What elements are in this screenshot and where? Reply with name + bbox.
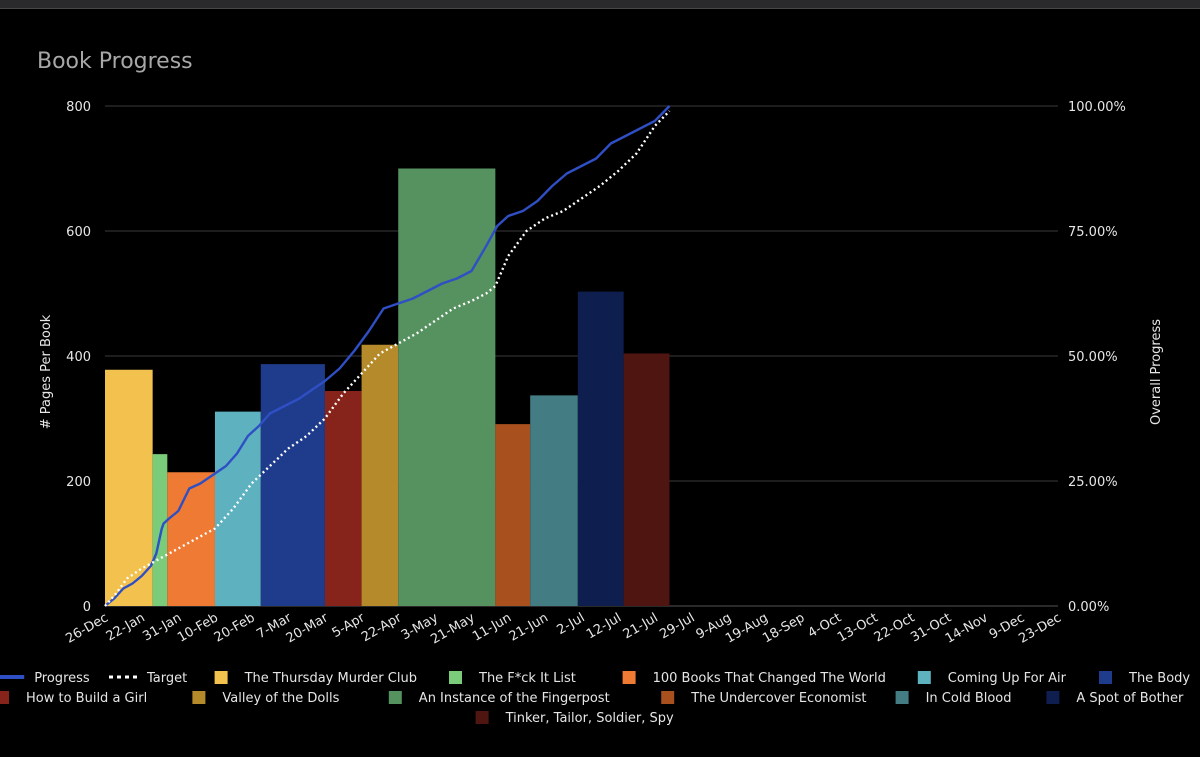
y-tick-label: 400 — [66, 350, 91, 365]
left-axis-ticks: 0 200 400 600 800 — [66, 100, 91, 615]
x-tick-label: 13-Oct — [835, 610, 881, 645]
y2-tick-label: 75.00% — [1068, 225, 1118, 240]
y-axis-title: # Pages Per Book — [39, 314, 54, 429]
x-tick-label: 31-Jan — [140, 610, 184, 644]
x-tick-label: 26-Dec — [63, 610, 111, 646]
legend-book-swatch — [661, 691, 675, 704]
legend-book-swatch — [192, 691, 206, 704]
bar-book — [361, 344, 399, 606]
y-tick-label: 800 — [66, 100, 91, 115]
legend-label: Coming Up For Air — [948, 671, 1067, 686]
y2-tick-label: 0.00% — [1068, 600, 1109, 615]
legend-book-swatch — [475, 711, 489, 724]
legend-label: Tinker, Tailor, Soldier, Spy — [505, 711, 674, 726]
legend-book-swatch — [1046, 691, 1060, 704]
y-tick-label: 600 — [66, 225, 91, 240]
x-tick-label: 23-Dec — [1016, 610, 1064, 646]
bar-book — [260, 364, 325, 606]
legend-label: The F*ck It List — [478, 671, 576, 686]
x-axis-ticks: 26-Dec22-Jan31-Jan10-Feb20-Feb7-Mar20-Ma… — [63, 610, 1064, 647]
legend-label: Target — [146, 671, 187, 686]
x-tick-label: 22-Oct — [872, 610, 918, 645]
bar-book — [530, 395, 578, 606]
x-tick-label: 11-Jun — [470, 610, 514, 644]
legend-label: The Body — [1128, 671, 1190, 686]
bar-book — [214, 411, 261, 606]
legend-label: In Cold Blood — [926, 691, 1012, 706]
bar-book — [495, 424, 531, 606]
x-tick-label: 21-Jul — [621, 610, 661, 642]
legend-book-swatch — [0, 691, 9, 704]
bar-book — [167, 472, 215, 606]
x-tick-label: 10-Feb — [175, 610, 221, 645]
x-tick-label: 29-Jul — [657, 610, 697, 642]
legend-label: The Thursday Murder Club — [244, 671, 417, 686]
y2-tick-label: 100.00% — [1068, 100, 1126, 115]
x-tick-label: 2-Jul — [555, 610, 588, 638]
legend-label: 100 Books That Changed The World — [653, 671, 886, 686]
x-tick-label: 22-Jan — [104, 610, 148, 644]
chart-title: Book Progress — [37, 49, 193, 74]
legend-book-swatch — [895, 691, 909, 704]
legend-book-swatch — [622, 671, 636, 684]
bar-book — [152, 454, 168, 606]
book-bars — [105, 168, 670, 606]
legend-book-swatch — [917, 671, 931, 684]
legend-label: An Instance of the Fingerpost — [419, 691, 610, 706]
bar-book — [398, 168, 496, 606]
legend-label: The Undercover Economist — [690, 691, 866, 706]
bar-book — [623, 353, 670, 606]
right-axis-ticks: 0.00% 25.00% 50.00% 75.00% 100.00% — [1068, 100, 1126, 615]
progress-lines — [104, 105, 671, 607]
progress-line — [104, 105, 671, 607]
y-tick-label: 0 — [83, 600, 91, 615]
legend-label: Valley of the Dolls — [222, 691, 339, 706]
x-tick-label: 20-Mar — [284, 610, 332, 646]
target-line — [104, 110, 671, 607]
x-tick-label: 12-Jul — [584, 610, 624, 642]
legend-book-swatch — [1099, 671, 1112, 684]
x-tick-label: 21-Jun — [507, 610, 551, 644]
legend-label: Progress — [34, 671, 90, 686]
x-tick-label: 14-Nov — [943, 610, 991, 646]
y2-tick-label: 50.00% — [1068, 350, 1118, 365]
legend-book-swatch — [449, 671, 462, 684]
x-tick-label: 20-Feb — [212, 610, 258, 645]
bar-book — [577, 291, 624, 606]
legend-book-swatch — [214, 671, 228, 684]
legend-label: A Spot of Bother — [1076, 691, 1184, 706]
y2-axis-title: Overall Progress — [1149, 319, 1164, 425]
window-top-bar — [0, 0, 1200, 9]
x-tick-label: 18-Sep — [760, 610, 807, 646]
y2-tick-label: 25.00% — [1068, 475, 1118, 490]
x-tick-label: 19-Aug — [723, 610, 771, 646]
legend-label: How to Build a Girl — [26, 691, 147, 706]
chart-legend: Progress Target The Thursday Murder Club Th… — [0, 671, 1190, 726]
bar-book — [324, 391, 362, 606]
legend-book-swatch — [388, 691, 402, 704]
x-tick-label: 22-Apr — [359, 610, 405, 645]
y-tick-label: 200 — [66, 475, 91, 490]
